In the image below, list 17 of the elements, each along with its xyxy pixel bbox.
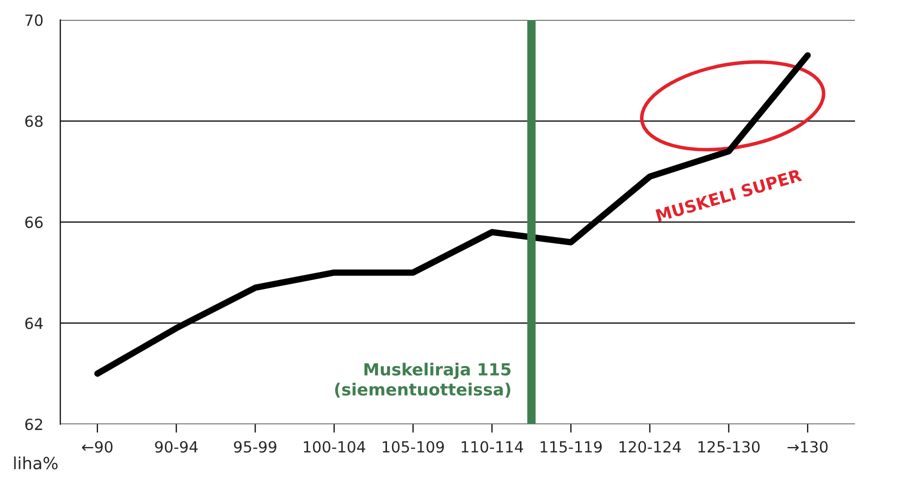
x-tick-label: 110-114 [462, 441, 524, 453]
y-axis-title: liha% [14, 456, 58, 470]
y-tick-label: 64 [25, 318, 43, 330]
x-tick-label: 100-104 [304, 441, 366, 453]
y-tick-label: 66 [25, 216, 43, 228]
x-tick-label: ←90 [82, 441, 112, 453]
ref-line-label: Muskeliraja 115 (siementuotteissa) [335, 362, 511, 398]
x-tick-label: 125-130 [698, 441, 760, 453]
x-tick-label: 115-119 [540, 441, 602, 453]
y-tick-label: 70 [25, 14, 43, 26]
x-tick-label: 120-124 [620, 441, 681, 453]
x-tick-label: 90-94 [155, 441, 198, 453]
y-tick-label: 68 [25, 115, 43, 128]
x-tick-label: 95-99 [234, 441, 276, 453]
x-tick-label: →130 [788, 441, 828, 453]
y-tick-label: 62 [25, 418, 42, 430]
x-tick-label: 105-109 [382, 441, 444, 453]
